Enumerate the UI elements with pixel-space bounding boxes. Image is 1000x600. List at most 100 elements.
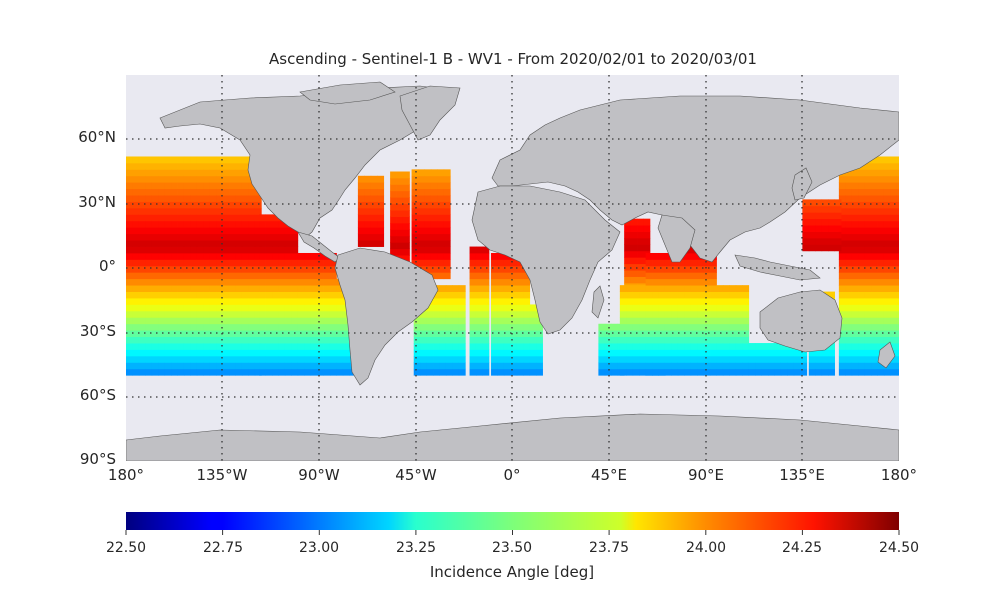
swath-cell	[183, 220, 191, 228]
map-title: Ascending - Sentinel-1 B - WV1 - From 20…	[269, 50, 757, 68]
swath-cell	[177, 162, 185, 170]
swath-cell	[132, 169, 140, 177]
swath-cell	[690, 317, 698, 325]
swath-cell	[637, 276, 644, 284]
colorbar-ticks	[125, 530, 900, 535]
swath-cell	[536, 336, 543, 344]
swath-cell	[703, 291, 711, 299]
swath-cell	[424, 195, 432, 202]
swath-cell	[336, 355, 344, 363]
swath-cell	[896, 272, 899, 280]
swath-cell	[690, 285, 698, 292]
swath-cell	[645, 285, 653, 292]
swath-cell	[158, 298, 166, 305]
swath-cell	[420, 330, 428, 338]
swath-cell	[630, 244, 638, 252]
swath-cell	[710, 272, 717, 280]
swath-cell	[278, 278, 286, 286]
swath-cell	[703, 259, 711, 267]
swath-cell	[291, 343, 299, 350]
swath-cell	[697, 323, 705, 331]
swath-cell	[138, 355, 146, 363]
swath-cell	[222, 285, 230, 292]
swath-cell	[469, 298, 477, 305]
swath-cell	[329, 343, 337, 350]
swath-cell	[458, 317, 466, 325]
swath-cell	[241, 169, 249, 177]
swath-cell	[317, 265, 324, 273]
swath-cell	[259, 343, 266, 350]
swath-cell	[138, 291, 146, 299]
swath-cell	[802, 225, 810, 232]
swath-cell	[241, 298, 249, 305]
swath-cell	[491, 368, 498, 376]
swath-cell	[664, 362, 672, 370]
swath-cell	[871, 246, 878, 254]
swath-cell	[716, 317, 724, 325]
swath-cell	[151, 291, 159, 299]
swath-cell	[132, 240, 140, 247]
swath-cell	[626, 330, 634, 338]
swath-cell	[291, 285, 299, 292]
swath-cell	[411, 259, 419, 267]
swath-cell	[690, 304, 698, 312]
swath-cell	[126, 304, 133, 312]
swath-cell	[626, 317, 634, 325]
swath-cell	[703, 272, 711, 280]
swath-cell	[445, 317, 453, 325]
swath-cell	[475, 317, 483, 325]
swath-cell	[716, 291, 724, 299]
swath-cell	[151, 298, 159, 305]
swath-cell	[742, 368, 750, 376]
swath-cell	[821, 212, 829, 220]
swath-cell	[196, 227, 204, 235]
swath-cell	[491, 336, 498, 344]
swath-cell	[877, 201, 885, 209]
swath-cell	[265, 362, 273, 370]
swath-cell	[529, 330, 537, 338]
swath-cell	[883, 162, 891, 170]
swath-cell	[516, 368, 524, 376]
swath-cell	[722, 323, 730, 331]
swath-cell	[523, 368, 531, 376]
swath-cell	[183, 156, 191, 164]
swath-cell	[497, 285, 505, 292]
swath-cell	[229, 330, 236, 338]
swath-cell	[768, 362, 775, 370]
swath-cell	[858, 240, 866, 247]
swath-cell	[272, 265, 279, 273]
swath-cell	[424, 265, 432, 273]
swath-cell	[145, 207, 153, 215]
swath-cell	[664, 304, 672, 312]
swath-cell	[196, 259, 204, 267]
swath-cell	[183, 201, 191, 209]
swath-cell	[671, 259, 679, 267]
swath-cell	[145, 343, 153, 350]
swath-cell	[883, 298, 891, 305]
swath-cell	[815, 218, 823, 226]
swath-cell	[497, 368, 505, 376]
swath-cell	[235, 323, 243, 331]
swath-cell	[164, 265, 172, 273]
swath-cell	[151, 252, 159, 260]
swath-cell	[497, 362, 505, 370]
swath-cell	[158, 156, 166, 164]
swath-cell	[598, 336, 606, 344]
swath-cell	[216, 240, 224, 247]
swath-cell	[690, 310, 698, 318]
swath-cell	[482, 304, 490, 312]
swath-cell	[259, 278, 266, 286]
swath-cell	[864, 246, 872, 254]
swath-cell	[671, 291, 679, 299]
swath-cell	[248, 285, 256, 292]
india	[657, 214, 696, 263]
swath-cell	[896, 188, 899, 196]
swath-cell	[858, 272, 866, 280]
swath-cell	[364, 175, 372, 183]
swath-cell	[177, 323, 185, 331]
swath-cell	[171, 349, 178, 357]
swath-cell	[748, 355, 756, 363]
swath-cell	[677, 278, 685, 286]
swath-cell	[845, 343, 853, 350]
lon-label-135e: 135°E	[779, 466, 825, 484]
